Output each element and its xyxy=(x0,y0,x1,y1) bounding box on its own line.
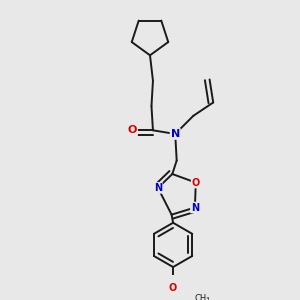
Text: CH₃: CH₃ xyxy=(195,294,210,300)
Text: O: O xyxy=(128,125,137,135)
Text: N: N xyxy=(191,202,199,212)
Text: O: O xyxy=(169,283,177,292)
Text: N: N xyxy=(171,129,180,139)
Text: N: N xyxy=(154,183,162,193)
Text: O: O xyxy=(192,178,200,188)
